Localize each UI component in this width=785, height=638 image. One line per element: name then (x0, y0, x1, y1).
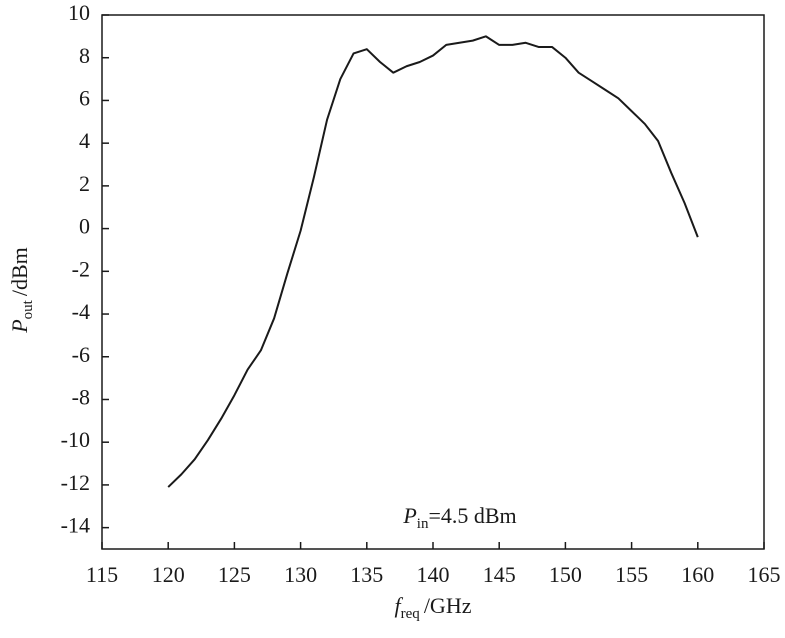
data-line (167, 35, 699, 488)
y-tick-label: 6 (79, 85, 90, 110)
y-tick-label: -10 (61, 427, 90, 452)
x-tick-label: 135 (350, 562, 383, 587)
x-tick-label: 165 (748, 562, 781, 587)
y-tick-label: -2 (72, 256, 90, 281)
x-label-unit: /GHz (424, 593, 472, 618)
x-tick-label: 160 (681, 562, 714, 587)
y-tick-label: -8 (72, 385, 90, 410)
y-tick-label: -6 (72, 342, 90, 367)
x-label-subscript: req (401, 606, 421, 622)
x-tick-label: 130 (284, 562, 317, 587)
y-tick-label: -14 (61, 513, 90, 538)
x-tick-label: 125 (218, 562, 251, 587)
x-tick-label: 115 (86, 562, 118, 587)
y-tick-label: 8 (79, 43, 90, 68)
y-tick-label: 2 (79, 171, 90, 196)
y-label-unit: /dBm (7, 247, 32, 296)
annotation-text: =4.5 dBm (428, 503, 516, 528)
y-label-symbol: P (7, 319, 32, 333)
x-axis-label: freq/GHz (395, 593, 472, 622)
y-label-subscript: out (20, 299, 36, 319)
annotation-symbol: P (402, 503, 416, 528)
x-label-symbol: f (395, 593, 404, 618)
annotation: Pin=4.5 dBm (402, 503, 516, 532)
y-axis-label: Pout/dBm (7, 247, 36, 334)
x-tick-label: 145 (483, 562, 516, 587)
x-tick-label: 150 (549, 562, 582, 587)
x-tick-label: 120 (152, 562, 185, 587)
y-tick-label: 10 (68, 0, 90, 25)
x-tick-label: 155 (615, 562, 648, 587)
plot-frame (101, 14, 765, 550)
y-tick-label: -4 (72, 299, 90, 324)
y-tick-label: 4 (79, 128, 90, 153)
annotation-subscript: in (417, 516, 429, 532)
x-tick-label: 140 (417, 562, 450, 587)
y-tick-label: -12 (61, 470, 90, 495)
y-tick-label: 0 (79, 214, 90, 239)
